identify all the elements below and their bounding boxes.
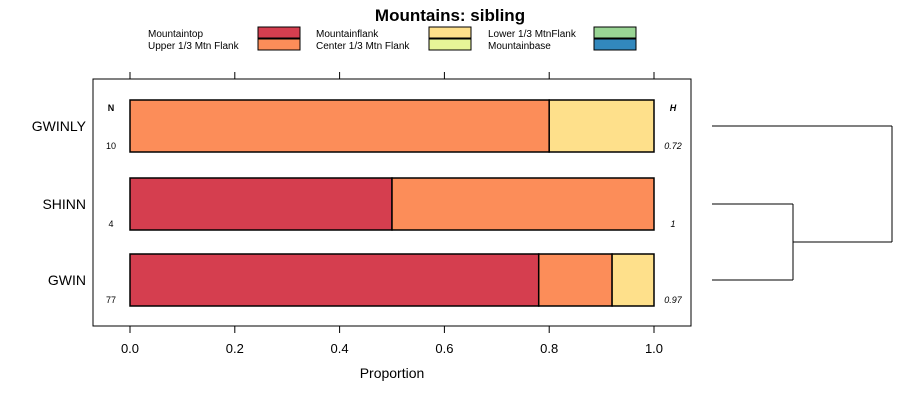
bar-segment-gwinly-upper-1-3-mtn-flank: [129, 99, 550, 153]
row-label-shinn: SHINN: [42, 196, 86, 212]
x-tick-label: 1.0: [645, 341, 663, 356]
n-header: N: [108, 103, 115, 113]
n-value-shinn: 4: [108, 219, 113, 229]
x-axis-title: Proportion: [360, 365, 425, 381]
legend-label-mountaintop: Mountaintop: [148, 29, 203, 40]
x-tick-label: 0.6: [435, 341, 453, 356]
legend-label-mountainbase: Mountainbase: [488, 41, 551, 52]
x-tick-label: 0.0: [121, 341, 139, 356]
h-value-shinn: 1: [670, 219, 675, 229]
bar-segment-gwin-mountainflank: [611, 253, 655, 307]
n-value-gwin: 77: [106, 295, 116, 305]
x-tick-label: 0.2: [226, 341, 244, 356]
legend-label-lower-1-3-mtnflank: Lower 1/3 MtnFlank: [488, 29, 577, 40]
legend-label-center-1-3-mtn-flank: Center 1/3 Mtn Flank: [316, 41, 410, 52]
x-axis: 0.0 0.2 0.4 0.6 0.8 1.0: [121, 72, 663, 356]
legend-swatch-center-1-3-mtn-flank: [428, 38, 472, 51]
h-header: H: [670, 103, 677, 113]
bar-segment-gwin-mountaintop: [129, 253, 540, 307]
bar-segment-gwin-upper-1-3-mtn-flank: [537, 253, 613, 307]
bars: GWINLY 10 0.72 SHINN 4 1 GWIN 77 0.97: [32, 99, 683, 307]
row-label-gwinly: GWINLY: [32, 118, 87, 134]
x-tick-label: 0.4: [331, 341, 349, 356]
plot-frame: [92, 78, 692, 327]
legend-swatch-mountainbase: [593, 38, 637, 51]
dendrogram: [712, 125, 893, 281]
h-value-gwinly: 0.72: [664, 141, 682, 151]
legend-swatch-mountaintop: [257, 26, 301, 39]
bar-segment-shinn-upper-1-3-mtn-flank: [391, 177, 655, 231]
legend-label-upper-1-3-mtn-flank: Upper 1/3 Mtn Flank: [148, 41, 240, 52]
x-tick-label: 0.8: [540, 341, 558, 356]
legend-label-mountainflank: Mountainflank: [316, 29, 379, 40]
legend-swatch-mountainflank: [428, 26, 472, 39]
bar-segment-gwinly-mountainflank: [548, 99, 655, 153]
chart-title: Mountains: sibling: [375, 6, 525, 25]
h-value-gwin: 0.97: [664, 295, 683, 305]
bar-segment-shinn-mountaintop: [129, 177, 393, 231]
legend-swatch-upper-1-3-mtn-flank: [257, 38, 301, 51]
n-value-gwinly: 10: [106, 141, 116, 151]
legend-swatch-lower-1-3-mtnflank: [593, 26, 637, 39]
row-label-gwin: GWIN: [48, 272, 86, 288]
